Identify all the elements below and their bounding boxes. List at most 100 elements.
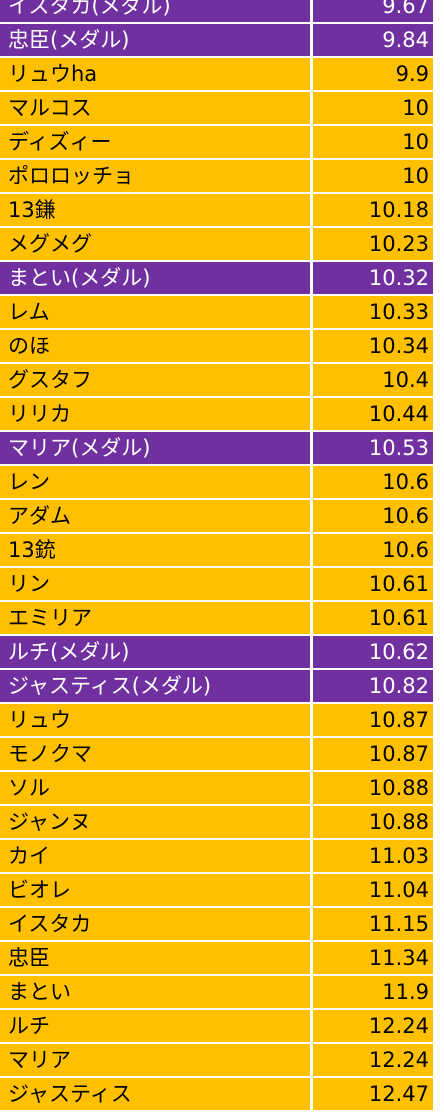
character-name-cell: ジャンヌ [0, 806, 310, 838]
character-name-cell: ディズィー [0, 126, 310, 158]
score-value-cell: 10.6 [313, 500, 433, 532]
row-divider [0, 974, 444, 976]
row-divider [0, 804, 444, 806]
column-divider [310, 806, 313, 838]
row-divider [0, 430, 444, 432]
table-row: ジャンヌ 10.88 [0, 806, 444, 840]
score-value-cell: 11.15 [313, 908, 433, 940]
table-row: リン 10.61 [0, 568, 444, 602]
table-row: メグメグ 10.23 [0, 228, 444, 262]
table-row: マルコス 10 [0, 92, 444, 126]
column-divider [310, 24, 313, 56]
right-margin [433, 840, 444, 874]
column-divider [310, 126, 313, 158]
right-margin [433, 806, 444, 840]
score-value-cell: 12.24 [313, 1044, 433, 1076]
character-name-cell: ジャスティス [0, 1078, 310, 1110]
column-divider [310, 1010, 313, 1042]
right-margin [433, 602, 444, 636]
table-row: レン 10.6 [0, 466, 444, 500]
table-row: ディズィー 10 [0, 126, 444, 160]
score-value-cell: 11.34 [313, 942, 433, 974]
row-divider [0, 22, 444, 24]
column-divider [310, 908, 313, 940]
character-name-cell: グスタフ [0, 364, 310, 396]
table-row: レム 10.33 [0, 296, 444, 330]
table-row: リュウha 9.9 [0, 58, 444, 92]
score-value-cell: 10.6 [313, 466, 433, 498]
table-row: まとい 11.9 [0, 976, 444, 1010]
right-margin [433, 24, 444, 58]
table-row: ジャスティス 12.47 [0, 1078, 444, 1112]
right-margin [433, 126, 444, 160]
table-row: アダム 10.6 [0, 500, 444, 534]
column-divider [310, 432, 313, 464]
row-divider [0, 56, 444, 58]
column-divider [310, 738, 313, 770]
table-row: ビオレ 11.04 [0, 874, 444, 908]
row-divider [0, 702, 444, 704]
right-margin [433, 466, 444, 500]
character-name-cell: まとい(メダル) [0, 262, 310, 294]
character-name-cell: まとい [0, 976, 310, 1008]
character-name-cell: 13鎌 [0, 194, 310, 226]
character-name-cell: リリカ [0, 398, 310, 430]
table-row: イスタカ 11.15 [0, 908, 444, 942]
row-divider [0, 1042, 444, 1044]
score-value-cell: 9.84 [313, 24, 433, 56]
column-divider [310, 602, 313, 634]
character-name-cell: アダム [0, 500, 310, 532]
score-value-cell: 12.24 [313, 1010, 433, 1042]
right-margin [433, 636, 444, 670]
character-name-cell: ルチ [0, 1010, 310, 1042]
medal-row: イスタカ(メダル) 9.67 [0, 0, 444, 24]
score-value-cell: 10.18 [313, 194, 433, 226]
medal-row: ルチ(メダル) 10.62 [0, 636, 444, 670]
character-name-cell: マルコス [0, 92, 310, 124]
medal-row: ジャスティス(メダル) 10.82 [0, 670, 444, 704]
table-row: リリカ 10.44 [0, 398, 444, 432]
table-row: マリア 12.24 [0, 1044, 444, 1078]
column-divider [310, 1078, 313, 1110]
character-name-cell: リュウ [0, 704, 310, 736]
right-margin [433, 942, 444, 976]
score-value-cell: 10.61 [313, 568, 433, 600]
column-divider [310, 398, 313, 430]
column-divider [310, 228, 313, 260]
row-divider [0, 192, 444, 194]
character-name-cell: メグメグ [0, 228, 310, 260]
score-value-cell: 9.9 [313, 58, 433, 90]
score-value-cell: 10.33 [313, 296, 433, 328]
score-value-cell: 10.23 [313, 228, 433, 260]
character-name-cell: マリア [0, 1044, 310, 1076]
score-value-cell: 11.04 [313, 874, 433, 906]
right-margin [433, 160, 444, 194]
column-divider [310, 0, 313, 22]
row-divider [0, 634, 444, 636]
right-margin [433, 92, 444, 126]
score-value-cell: 10.4 [313, 364, 433, 396]
table-row: 13鎌 10.18 [0, 194, 444, 228]
row-divider [0, 294, 444, 296]
row-divider [0, 464, 444, 466]
column-divider [310, 874, 313, 906]
column-divider [310, 840, 313, 872]
right-margin [433, 500, 444, 534]
medal-row: 忠臣(メダル) 9.84 [0, 24, 444, 58]
right-margin [433, 534, 444, 568]
row-divider [0, 396, 444, 398]
row-divider [0, 872, 444, 874]
character-name-cell: 13銃 [0, 534, 310, 566]
row-divider [0, 906, 444, 908]
right-margin [433, 1078, 444, 1112]
column-divider [310, 942, 313, 974]
character-name-cell: ポロロッチョ [0, 160, 310, 192]
row-divider [0, 362, 444, 364]
character-name-cell: イスタカ(メダル) [0, 0, 310, 22]
score-value-cell: 10 [313, 126, 433, 158]
score-value-cell: 11.03 [313, 840, 433, 872]
score-value-cell: 9.67 [313, 0, 433, 22]
column-divider [310, 704, 313, 736]
row-divider [0, 158, 444, 160]
table-row: モノクマ 10.87 [0, 738, 444, 772]
